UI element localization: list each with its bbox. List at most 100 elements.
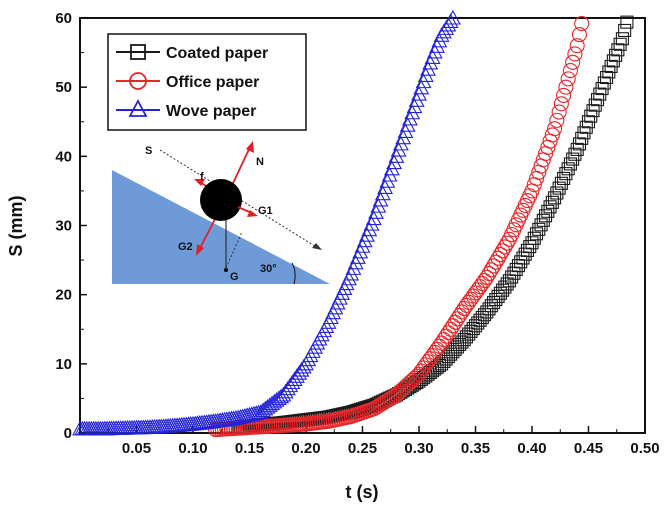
data-point-triangle [230, 409, 247, 425]
data-point-circle [549, 112, 565, 128]
x-tick-label: 0.35 [461, 440, 490, 457]
data-point-triangle [234, 408, 251, 424]
legend-label-office: Office paper [166, 74, 259, 91]
data-point-triangle [307, 339, 323, 354]
inset-label-g1: G1 [258, 205, 273, 217]
inclined-plane [112, 170, 330, 284]
data-point-square [548, 191, 562, 205]
friction-arrowhead [194, 179, 205, 186]
data-point-square [414, 372, 428, 386]
data-point-square [453, 337, 467, 352]
data-point-square [618, 23, 632, 38]
data-point-triangle [243, 406, 260, 422]
data-point-triangle [354, 238, 371, 253]
data-point-circle [490, 250, 506, 266]
series-layer [72, 9, 634, 438]
data-point-square [523, 240, 537, 254]
legend-label-wove: Wove paper [166, 103, 256, 120]
inset-label-n: N [256, 156, 264, 168]
data-point-triangle [429, 38, 446, 53]
inset-label-f: f [200, 171, 204, 183]
data-point-circle [483, 262, 499, 278]
inset-label-g2: G2 [178, 241, 193, 253]
series-triangle [72, 9, 461, 436]
data-point-square [552, 181, 566, 195]
y-axis-ticks: 0 10 20 30 40 50 60 [55, 10, 87, 442]
data-point-square [507, 266, 521, 280]
data-point-circle [574, 15, 590, 32]
data-point-square [566, 152, 580, 166]
data-point-square [500, 277, 514, 291]
helper-dashed [225, 231, 243, 269]
data-point-circle [492, 247, 508, 263]
y-tick-label: 20 [55, 287, 72, 304]
data-point-square [545, 195, 559, 209]
data-point-square [568, 147, 582, 161]
data-point-square [455, 335, 469, 349]
data-point-square [561, 162, 575, 176]
x-tick-label: 0.40 [517, 440, 546, 457]
legend-marker-triangle [128, 99, 148, 117]
data-point-triangle [237, 407, 253, 423]
data-point-triangle [300, 351, 317, 367]
data-point-square [419, 369, 433, 383]
data-point-triangle [241, 406, 258, 422]
x-tick-label: 0.10 [178, 440, 207, 457]
s-arrowhead [312, 243, 322, 250]
data-point-triangle [347, 254, 364, 270]
data-point-square [509, 262, 523, 276]
data-point-triangle [311, 330, 328, 346]
x-tick-label: 0.45 [574, 440, 603, 457]
g1-arrowhead [247, 210, 258, 217]
data-point-square [518, 247, 532, 261]
y-tick-label: 40 [55, 148, 72, 165]
legend-item-office: Office paper [116, 72, 259, 91]
inset-diagram: S G N f G2 G1 30° [112, 141, 330, 285]
data-point-triangle [359, 227, 375, 242]
data-point-square [620, 15, 634, 29]
data-point-square [511, 259, 525, 273]
data-point-square [559, 167, 573, 181]
data-point-square [529, 227, 544, 241]
data-point-triangle [352, 243, 369, 259]
y-tick-label: 60 [55, 10, 72, 27]
data-point-square [541, 204, 555, 218]
data-point-triangle [320, 314, 337, 329]
data-point-triangle [343, 265, 360, 281]
data-point-square [539, 209, 553, 223]
data-point-square [437, 354, 451, 368]
y-tick-label: 30 [55, 218, 72, 235]
data-point-circle [547, 121, 563, 137]
data-point-circle [569, 38, 585, 54]
y-tick-label: 10 [55, 356, 72, 373]
x-tick-label: 0.25 [348, 440, 377, 457]
gravity-point [224, 268, 228, 272]
y-axis-label: S (mm) [6, 195, 26, 256]
inset-label-angle: 30° [260, 263, 277, 275]
data-point-triangle [309, 334, 326, 350]
data-point-circle [556, 87, 572, 104]
data-point-triangle [361, 221, 378, 237]
data-point-square [516, 251, 530, 265]
data-point-triangle [232, 409, 249, 424]
data-point-square [532, 222, 546, 236]
legend-item-wove: Wove paper [116, 99, 256, 120]
inset-label-g: G [230, 271, 239, 283]
data-point-square [439, 352, 453, 366]
data-point-square [502, 274, 516, 288]
data-point-triangle [318, 318, 335, 334]
data-point-circle [558, 79, 574, 95]
inset-label-s: S [145, 145, 152, 157]
data-point-square [441, 350, 455, 364]
data-point-square [514, 255, 528, 269]
data-point-square [412, 374, 426, 388]
data-point-circle [495, 243, 511, 259]
data-point-square [527, 231, 541, 245]
data-point-square [525, 236, 539, 250]
data-point-triangle [444, 9, 461, 25]
data-point-triangle [422, 54, 439, 70]
data-point-circle [551, 104, 567, 120]
data-point-triangle [304, 343, 321, 358]
data-point-triangle [239, 407, 256, 423]
x-tick-label: 0.50 [630, 440, 659, 457]
